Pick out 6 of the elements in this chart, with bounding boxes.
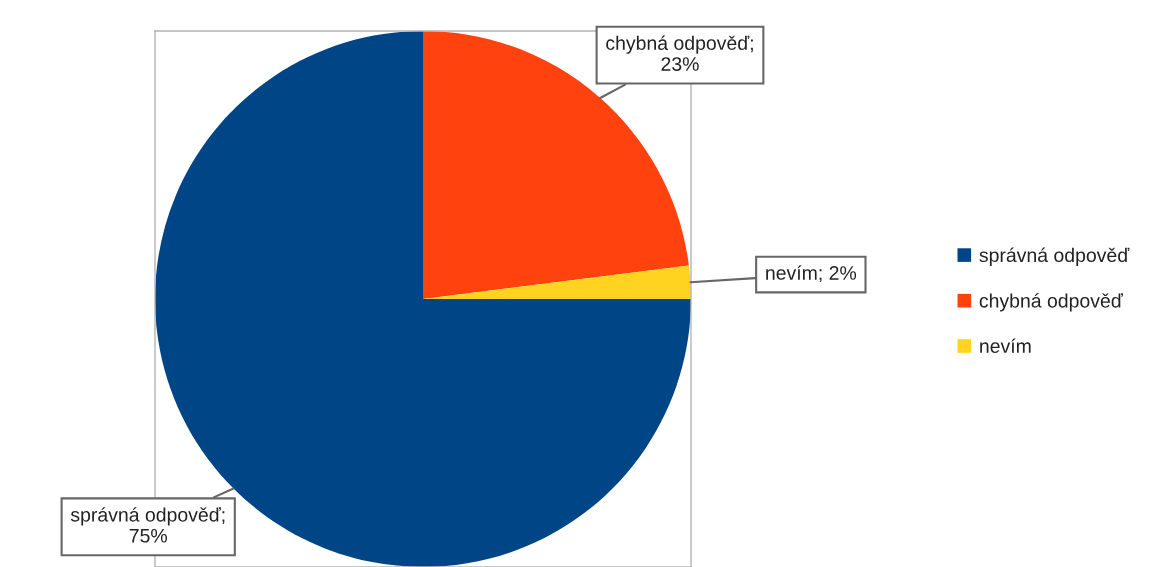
legend-label: chybná odpověď xyxy=(979,293,1123,312)
legend-label: nevím xyxy=(980,338,1031,354)
data-label: správná odpověď; 75% xyxy=(70,507,225,543)
legend-label: správná odpověď xyxy=(979,247,1130,266)
data-label: nevím; 2% xyxy=(766,265,857,283)
data-label: chybná odpověď; 23% xyxy=(606,35,753,71)
